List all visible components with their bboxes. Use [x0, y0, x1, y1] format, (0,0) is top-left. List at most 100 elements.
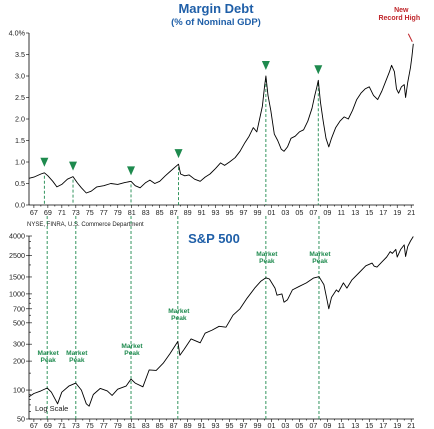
y-tick-label: 2.0 — [15, 115, 25, 124]
market-peak-label: Market Peak — [38, 350, 60, 364]
x-tick-label: 81 — [128, 208, 136, 217]
x-tick-label: 89 — [184, 421, 192, 429]
x-tick-label: 73 — [72, 421, 80, 429]
sp500-title: S&P 500 — [188, 231, 240, 246]
y-tick-label: 3.0 — [15, 72, 25, 81]
peak-marker-icon — [127, 166, 136, 176]
x-tick-label: 09 — [323, 421, 331, 429]
margin-debt-subtitle: (% of Nominal GDP) — [171, 17, 261, 28]
x-tick-label: 69 — [44, 208, 52, 217]
x-tick-label: 93 — [212, 421, 220, 429]
x-tick-label: 19 — [393, 421, 401, 429]
x-tick-label: 91 — [198, 208, 206, 217]
x-tick-label: 13 — [351, 421, 359, 429]
x-tick-label: 81 — [128, 421, 136, 429]
y-tick-label: 1000 — [9, 289, 25, 298]
y-tick-label: 1500 — [9, 272, 25, 281]
source-note: NYSE, FINRA, U.S. Commerce Department — [27, 222, 144, 228]
margin-debt-y-axis: 0.0 0.5 1.0 1.5 2.0 2.5 3.0 3.5 4.0% — [9, 29, 30, 210]
x-tick-label: 79 — [114, 208, 122, 217]
margin-debt-peak-markers — [40, 61, 323, 176]
x-tick-label: 67 — [30, 421, 38, 429]
x-tick-label: 77 — [100, 208, 108, 217]
record-high-label-line2: Record High — [378, 15, 420, 22]
y-tick-label: 1.5 — [15, 136, 25, 145]
y-tick-label: 3.5 — [15, 50, 25, 59]
y-tick-label: 0.0 — [15, 201, 25, 210]
x-tick-label: 09 — [323, 208, 331, 217]
x-tick-label: 17 — [379, 208, 387, 217]
peak-marker-icon — [69, 161, 78, 171]
x-tick-label: 77 — [100, 421, 108, 429]
x-tick-label: 75 — [86, 208, 94, 217]
x-tick-label: 15 — [365, 421, 373, 429]
y-tick-label: 300 — [13, 340, 25, 349]
x-tick-label: 91 — [198, 421, 206, 429]
x-tick-label: 85 — [156, 421, 164, 429]
x-tick-label: 97 — [240, 208, 248, 217]
sp500-panel: S&P 500 50 100 200 300 500 700 1000 1500 2500 400… — [9, 216, 415, 429]
x-tick-label: 75 — [86, 421, 94, 429]
y-tick-label: 1.0 — [15, 158, 25, 167]
peak-marker-icon — [174, 149, 183, 159]
record-high-label-line1: New — [394, 7, 409, 14]
peak-marker-icon — [314, 65, 323, 75]
x-tick-label: 97 — [240, 421, 248, 429]
x-tick-label: 11 — [338, 208, 345, 217]
margin-debt-x-axis: 67 69 71 73 75 77 79 81 83 85 87 89 91 93 95 97 99 01 03 05… — [29, 204, 415, 217]
peak-marker-icon — [40, 157, 49, 167]
x-tick-label: 07 — [309, 208, 317, 217]
sp500-line — [28, 236, 414, 407]
x-tick-label: 83 — [142, 421, 150, 429]
y-tick-label: 500 — [13, 318, 25, 327]
market-peak-label: Market Peak — [66, 350, 88, 364]
x-tick-label: 79 — [114, 421, 122, 429]
x-tick-label: 07 — [309, 421, 317, 429]
y-tick-label: 100 — [13, 386, 25, 395]
margin-debt-peak-lines — [43, 79, 319, 205]
margin-debt-panel: Margin Debt (% of Nominal GDP) 0.0 0.5 1.0… — [9, 1, 421, 228]
x-tick-label: 17 — [379, 421, 387, 429]
margin-debt-series — [28, 43, 414, 194]
margin-debt-title: Margin Debt — [178, 1, 254, 16]
y-tick-label: 2500 — [9, 251, 25, 260]
sp500-x-axis: 67 69 71 73 75 77 79 81 83 85 87 89 91 93 95 97 99 01 03 05… — [29, 418, 415, 429]
x-tick-label: 01 — [267, 208, 275, 217]
market-peak-label: Market Peak — [168, 308, 190, 322]
x-tick-label: 87 — [170, 421, 178, 429]
x-tick-label: 71 — [58, 421, 66, 429]
x-tick-label: 73 — [72, 208, 80, 217]
market-peak-label: Market Peak — [256, 251, 278, 265]
sp500-y-axis: 50 100 200 300 500 700 1000 1500 2500 4000 — [9, 232, 32, 424]
margin-debt-line — [28, 43, 414, 194]
record-high-pointer — [407, 33, 413, 42]
sp500-peak-lines — [46, 216, 320, 419]
x-tick-label: 71 — [58, 208, 66, 217]
x-tick-label: 89 — [184, 208, 192, 217]
x-tick-label: 21 — [407, 208, 415, 217]
x-tick-label: 87 — [170, 208, 178, 217]
x-tick-label: 03 — [281, 421, 289, 429]
x-tick-label: 93 — [212, 208, 220, 217]
x-tick-label: 15 — [365, 208, 373, 217]
x-tick-label: 03 — [281, 208, 289, 217]
x-tick-label: 11 — [338, 421, 345, 429]
x-tick-label: 05 — [295, 208, 303, 217]
x-tick-label: 99 — [253, 421, 261, 429]
x-tick-label: 85 — [156, 208, 164, 217]
y-tick-label: 200 — [13, 357, 25, 366]
x-tick-label: 99 — [253, 208, 261, 217]
x-tick-label: 21 — [407, 421, 415, 429]
y-tick-label: 4000 — [9, 232, 25, 241]
sp500-peak-labels: Market Peak Market Peak Market Peak Market Peak… — [38, 251, 332, 364]
sp500-series — [28, 236, 414, 407]
market-peak-label: Market Peak — [309, 251, 331, 265]
x-tick-label: 95 — [226, 421, 234, 429]
y-tick-label: 0.5 — [15, 179, 25, 188]
y-tick-label: 700 — [13, 304, 25, 313]
x-tick-label: 01 — [267, 421, 275, 429]
x-tick-label: 05 — [295, 421, 303, 429]
x-tick-label: 19 — [393, 208, 401, 217]
